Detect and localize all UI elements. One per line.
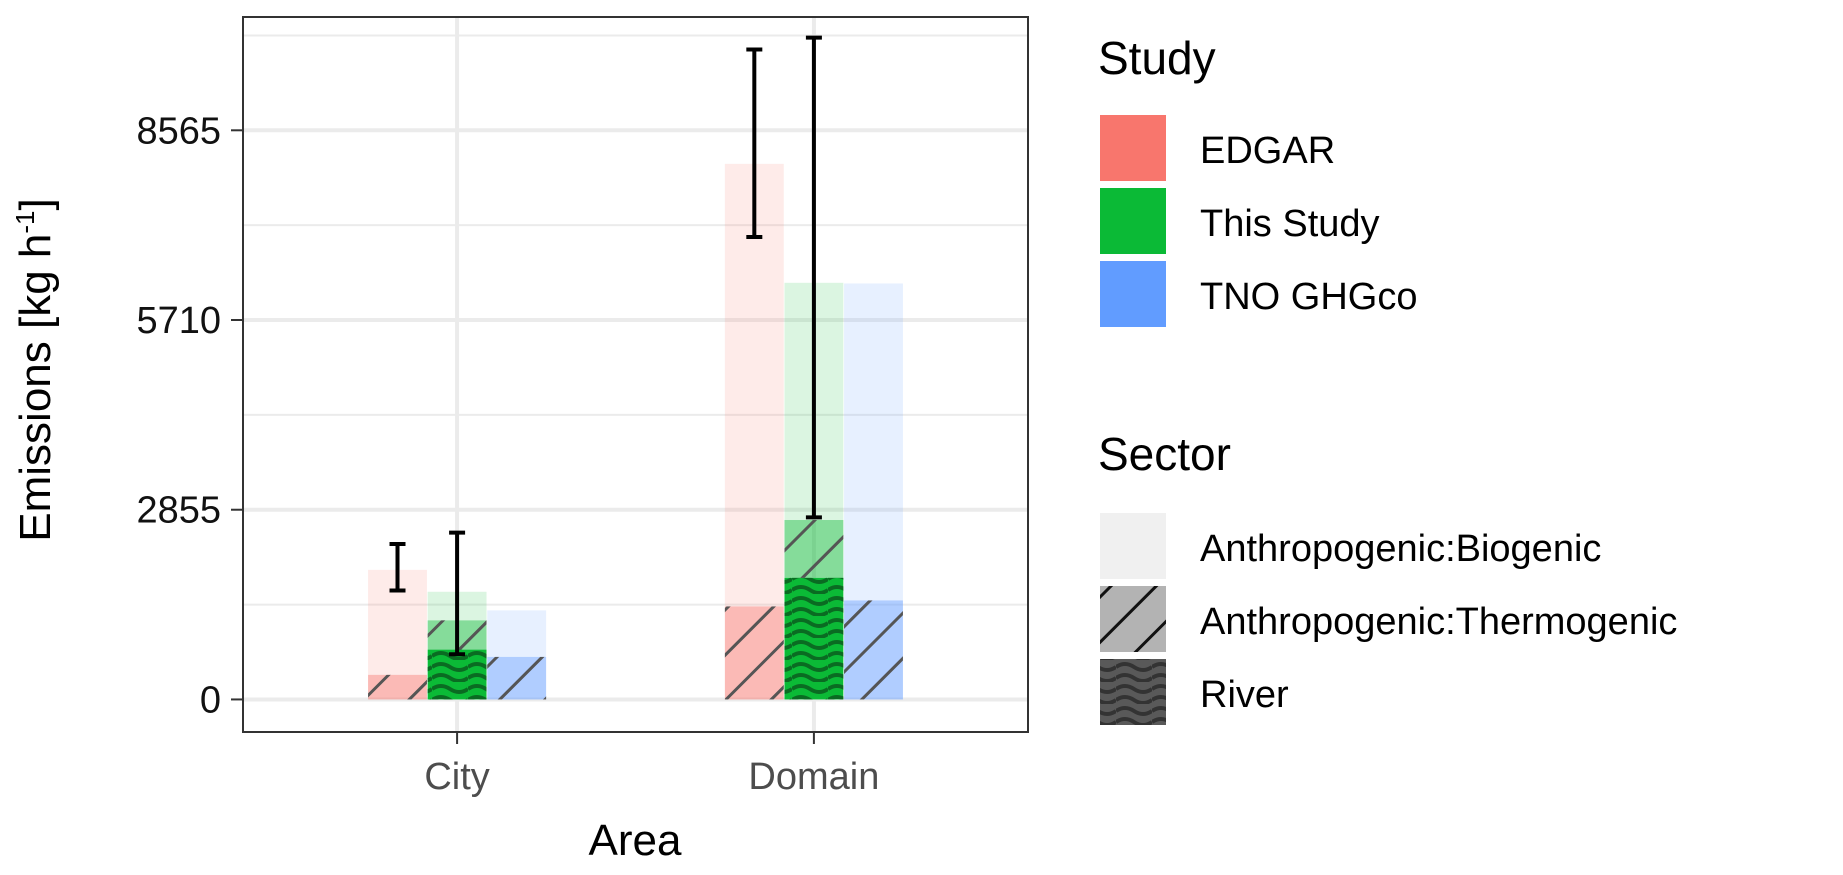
legend: Study EDGAR This Study TNO GHGco Sector …	[1098, 32, 1677, 725]
x-axis-title: Area	[589, 816, 682, 865]
error-bars	[389, 35, 822, 657]
x-axis: City Domain	[424, 732, 879, 798]
plot-border	[242, 16, 1029, 733]
y-axis-title: Emissions [kg h-1]	[10, 198, 60, 541]
legend-key-river-pattern	[1100, 659, 1166, 725]
bar-domain-this-study-river-pattern	[784, 577, 844, 700]
legend-label-edgar: EDGAR	[1200, 130, 1335, 172]
bar-city-this-study-river-pattern	[427, 649, 487, 700]
legend-label-this-study: This Study	[1200, 203, 1380, 245]
legend-key-tno	[1100, 261, 1166, 327]
bar-domain-tno-ghgco-thermogenic-pattern	[844, 600, 903, 700]
y-tick-label: 5710	[136, 300, 221, 342]
bar-domain-edgar-thermogenic-pattern	[724, 606, 784, 700]
bar-domain-tno-ghgco-biogenic	[844, 283, 903, 601]
bar-city-tno-ghgco-biogenic	[487, 610, 547, 657]
bar-domain-this-study-thermogenic-pattern	[784, 520, 844, 578]
y-tick-label: 2855	[136, 490, 221, 532]
legend-label-biogenic: Anthropogenic:Biogenic	[1200, 528, 1601, 570]
legend-key-edgar	[1100, 115, 1166, 181]
legend-title-study: Study	[1098, 32, 1216, 84]
legend-key-biogenic	[1100, 513, 1166, 579]
legend-label-tno: TNO GHGco	[1200, 276, 1417, 318]
y-tick-label: 0	[200, 679, 221, 721]
legend-key-this-study	[1100, 188, 1166, 254]
legend-key-thermogenic-pattern	[1100, 586, 1166, 652]
bar-city-edgar-thermogenic-pattern	[368, 674, 427, 700]
x-tick-label: Domain	[748, 756, 879, 798]
plot-panel	[243, 17, 1028, 732]
y-tick-label: 8565	[136, 110, 221, 152]
x-tick-label: City	[424, 756, 489, 798]
bar-city-tno-ghgco-thermogenic-pattern	[487, 656, 547, 700]
legend-title-sector: Sector	[1098, 428, 1231, 480]
legend-label-river: River	[1200, 674, 1289, 716]
legend-label-thermogenic: Anthropogenic:Thermogenic	[1200, 601, 1677, 643]
bars	[368, 163, 903, 700]
y-axis: 0 2855 5710 8565	[136, 110, 243, 721]
